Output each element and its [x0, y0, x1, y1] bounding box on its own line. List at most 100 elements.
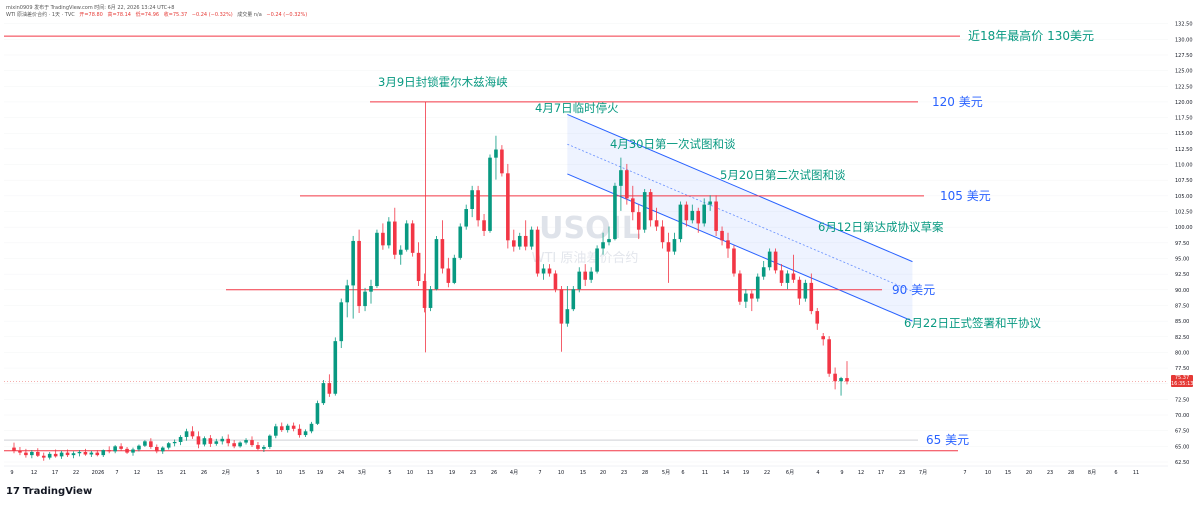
y-tick-label: 95.00: [1175, 256, 1189, 262]
y-tick-label: 105.00: [1175, 194, 1193, 200]
candle-body: [452, 257, 457, 283]
x-tick-label: 15: [299, 470, 305, 476]
candle-body: [214, 441, 219, 444]
candle-body: [208, 438, 213, 444]
candle-body: [803, 282, 808, 299]
x-tick-label: 12: [858, 470, 864, 476]
tradingview-brand[interactable]: 17 TradingView: [6, 486, 92, 497]
y-tick-label: 112.50: [1175, 147, 1193, 153]
candle-body: [464, 209, 468, 227]
x-tick-label: 11: [702, 470, 708, 476]
x-tick-label: 7: [538, 470, 541, 476]
author-line: mixin0909 发布于 TradingView.com 时间: 6月 22,…: [6, 5, 175, 11]
candle-body: [821, 336, 825, 340]
candle-body: [12, 447, 16, 451]
x-tick-label: 21: [180, 470, 186, 476]
y-tick-label: 62.50: [1175, 460, 1189, 466]
candle-body: [327, 383, 332, 394]
x-tick-label: 10: [407, 470, 413, 476]
y-tick-label: 70.00: [1175, 413, 1189, 419]
candle-body: [333, 341, 338, 394]
candle-body: [404, 223, 409, 250]
candle-body: [488, 157, 492, 231]
annotation-0: 3月9日封锁霍尔木兹海峡: [378, 75, 508, 89]
candle-body: [732, 248, 736, 274]
x-tick-label: 17: [52, 470, 58, 476]
x-tick-label: 10: [558, 470, 564, 476]
channel-upper-line: [567, 113, 913, 263]
hline-label-1: 120 美元: [932, 95, 983, 109]
candle-body: [708, 201, 712, 205]
candle-body: [387, 221, 391, 246]
channel-fill: [567, 114, 913, 322]
y-tick-label: 127.50: [1175, 53, 1193, 59]
x-tick-label: 5月: [662, 470, 670, 476]
y-tick-label: 100.00: [1175, 225, 1193, 231]
candle-body: [172, 441, 177, 444]
tradingview-logo-icon: 17: [6, 486, 20, 497]
candle-body: [672, 239, 677, 252]
candle-body: [636, 212, 641, 230]
horizontal-lines: 近18年最高价 130美元 120 美元 105 美元 90 美元 65 美元: [4, 28, 1094, 452]
candle-body: [125, 448, 129, 453]
y-tick-label: 132.50: [1175, 22, 1193, 28]
candle-body: [773, 251, 778, 271]
x-tick-label: 24: [338, 470, 344, 476]
candle-body: [660, 226, 665, 243]
candle-body: [18, 450, 22, 453]
x-tick-label: 12: [134, 470, 140, 476]
candle-body: [279, 426, 284, 431]
x-tick-label: 8月: [1088, 470, 1096, 476]
candle-body: [791, 273, 796, 280]
candle-body: [53, 453, 58, 457]
candle-body: [410, 223, 415, 253]
candle-body: [535, 229, 540, 274]
candle-body: [291, 425, 296, 429]
candle-body: [654, 220, 659, 227]
hline-label-0: 近18年最高价 130美元: [968, 28, 1094, 43]
candle-body: [65, 452, 70, 456]
x-tick-label: 15: [580, 470, 586, 476]
x-tick-label: 26: [491, 470, 497, 476]
x-tick-label: 2月: [222, 470, 230, 476]
candle-body: [393, 221, 397, 255]
candle-body: [726, 240, 730, 249]
candle-body: [89, 452, 94, 455]
x-tick-label: 17: [878, 470, 884, 476]
x-tick-label: 10: [276, 470, 282, 476]
candle-body: [553, 273, 558, 290]
x-tick-label: 11: [1133, 470, 1139, 476]
candle-body: [315, 403, 320, 424]
candle-body: [744, 293, 748, 302]
y-tick-label: 122.50: [1175, 84, 1193, 90]
x-tick-label: 5: [256, 470, 259, 476]
candle-body: [131, 449, 135, 453]
candle-body: [512, 240, 516, 247]
brand-name: TradingView: [22, 486, 93, 497]
candle-body: [517, 235, 522, 247]
last-price-tag: 75.37 16:35:13: [1171, 375, 1193, 388]
candle-body: [36, 451, 40, 456]
candle-body: [41, 455, 46, 458]
candle-body: [714, 201, 718, 231]
candle-body: [95, 452, 100, 456]
annotation-4: 6月12日第达成协议草案: [818, 220, 944, 234]
x-tick-label: 20: [600, 470, 606, 476]
candle-body: [470, 190, 474, 210]
y-tick-label: 115.00: [1175, 131, 1193, 137]
candle-body: [274, 426, 278, 436]
x-tick-label: 15: [157, 470, 163, 476]
y-tick-label: 110.00: [1175, 163, 1193, 169]
x-tick-label: 2026: [92, 470, 105, 476]
channel-mid-line: [567, 143, 913, 292]
y-tick-label: 82.50: [1175, 335, 1189, 341]
candle-body: [619, 170, 623, 186]
ohlc-close: 收=75.37: [163, 12, 188, 18]
ohlc-open: 开=78.80: [79, 12, 103, 18]
candle-body: [398, 249, 403, 255]
x-tick-label: 23: [899, 470, 905, 476]
candle-body: [268, 435, 272, 447]
candle-body: [166, 443, 171, 448]
candle-body: [666, 242, 671, 252]
